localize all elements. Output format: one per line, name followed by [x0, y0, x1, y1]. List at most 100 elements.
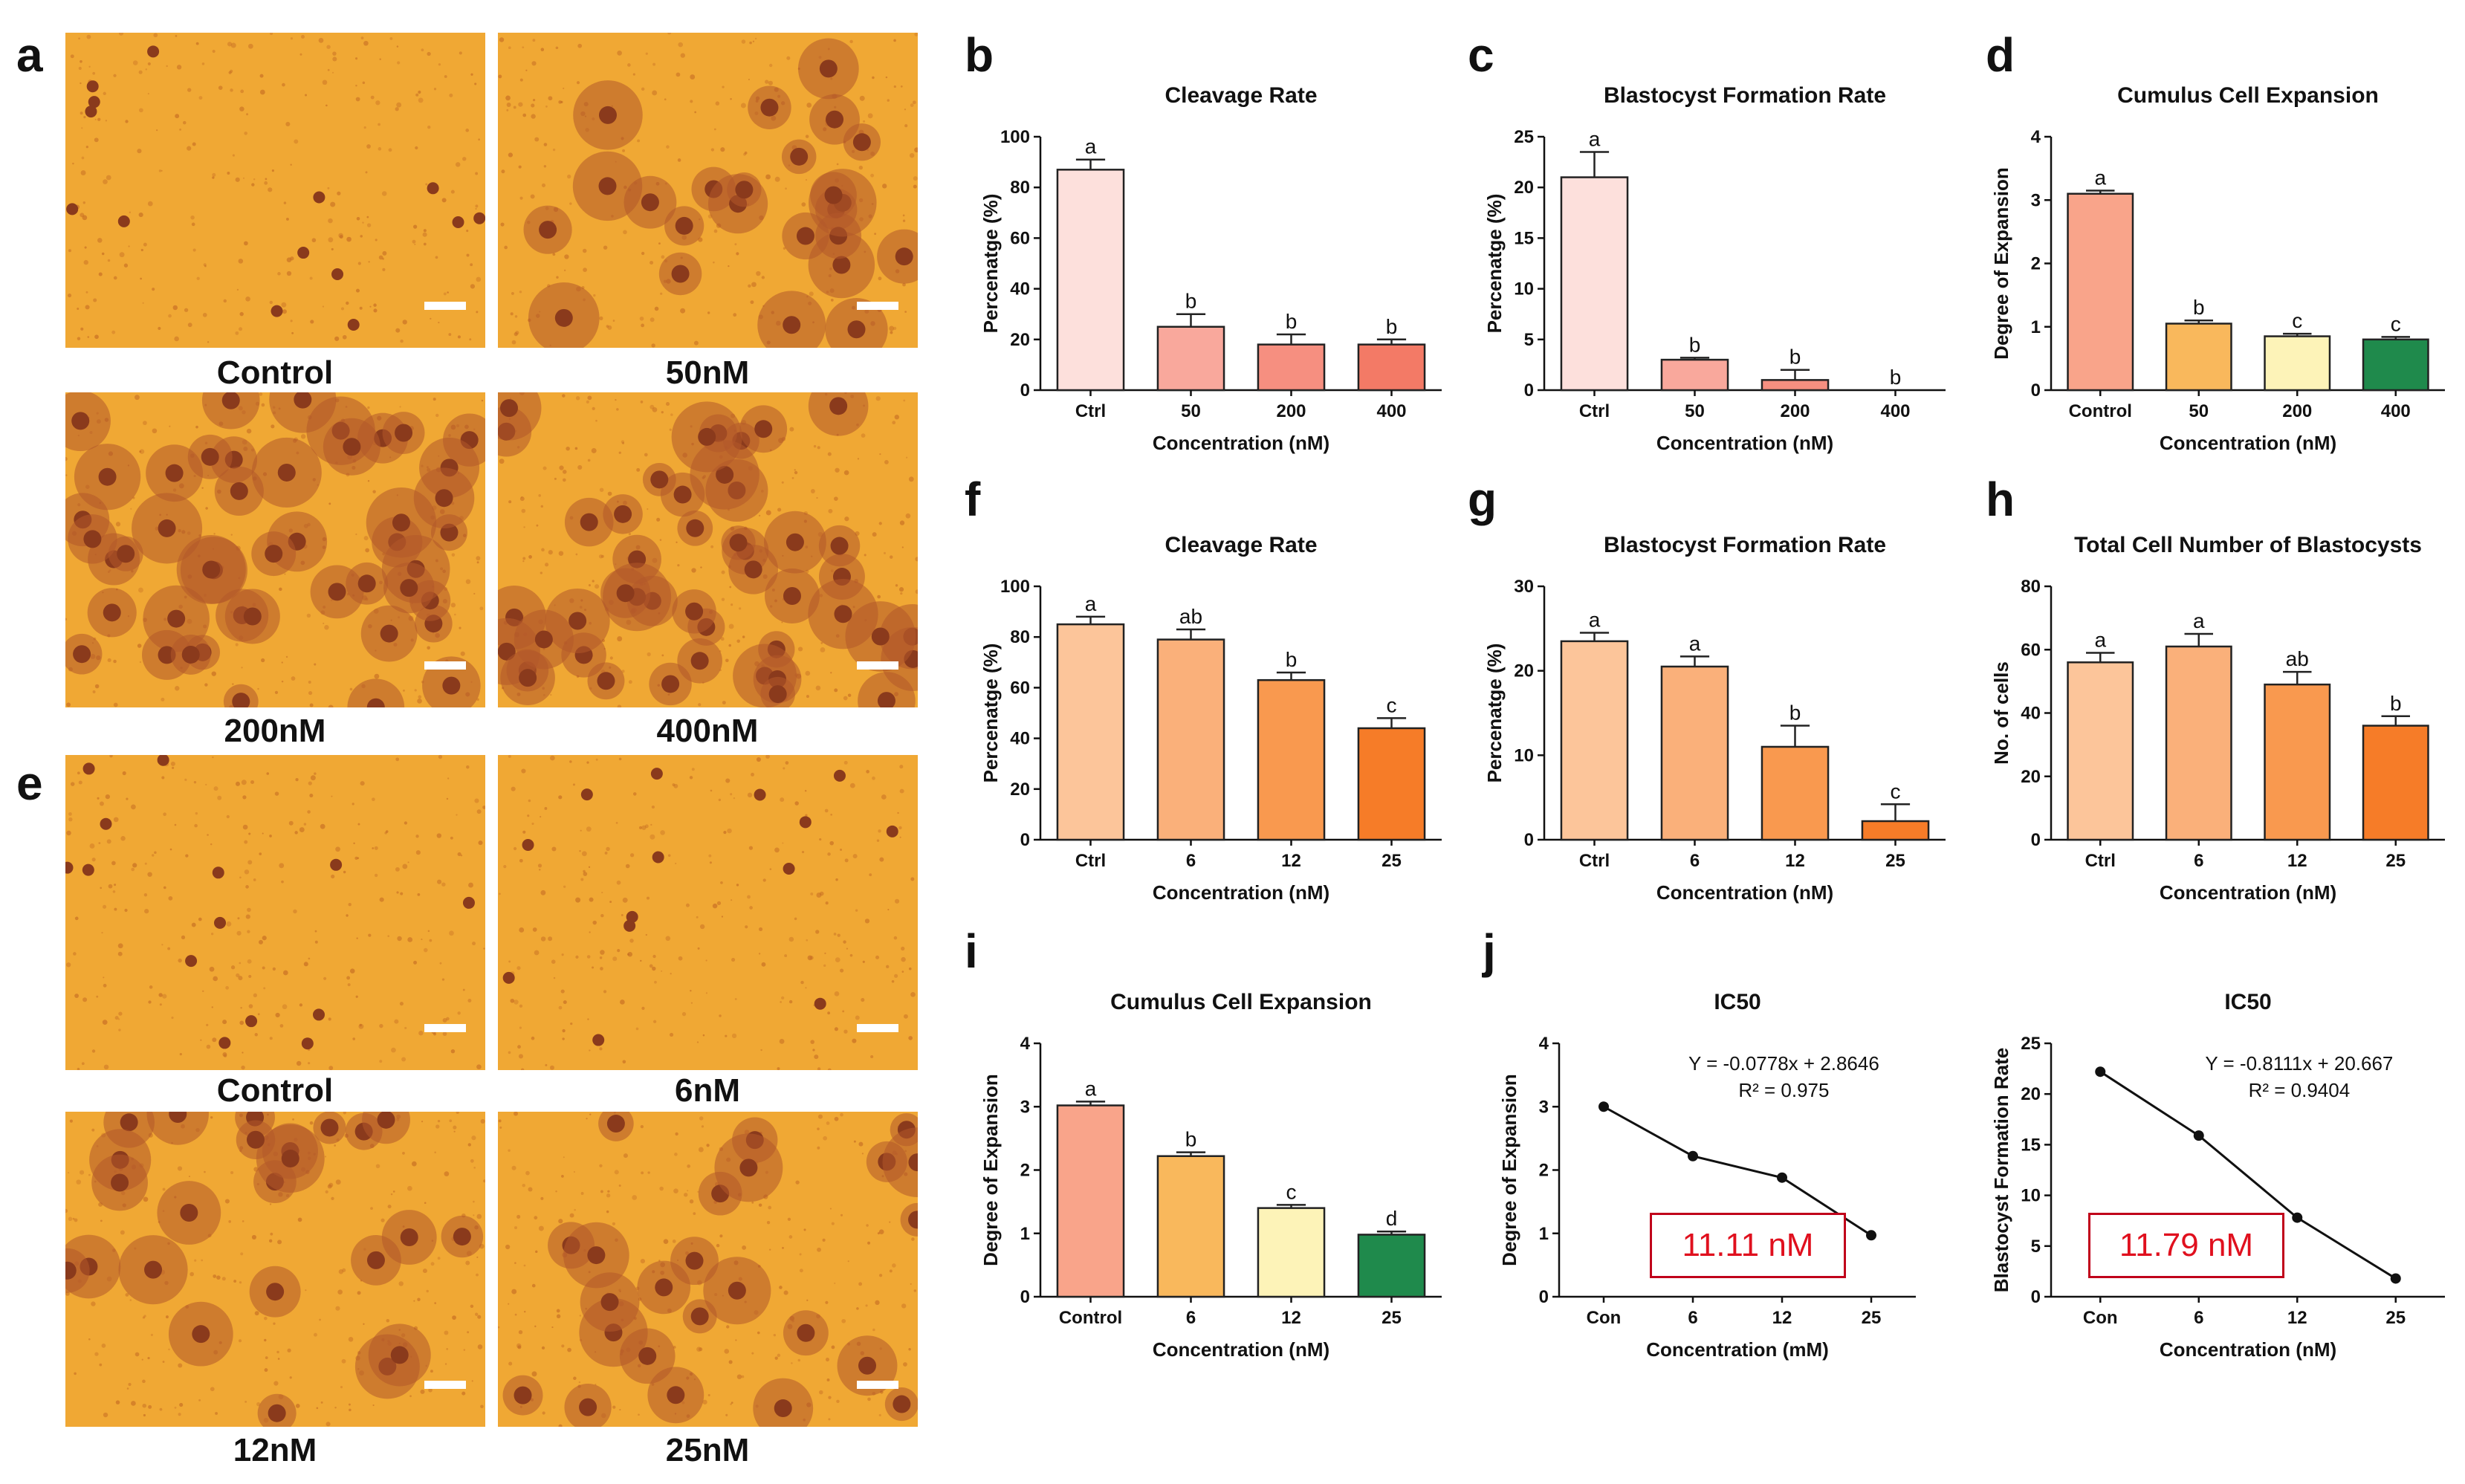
micrograph-speck [774, 1356, 778, 1360]
micrograph-speck [140, 248, 143, 252]
micrograph-speck [438, 321, 440, 324]
micrograph-speck [83, 259, 88, 265]
micrograph-speck [437, 1119, 441, 1123]
micrograph-speck [462, 157, 467, 161]
micrograph-speck [195, 425, 198, 429]
micrograph-speck [239, 1020, 244, 1025]
micrograph-oocyte [829, 397, 848, 415]
micrograph-speck [391, 1047, 396, 1053]
micrograph-speck [387, 935, 390, 938]
micrograph-speck [615, 398, 617, 401]
micrograph-speck [904, 124, 908, 128]
micrograph-speck [338, 233, 343, 239]
micrograph-speck [722, 701, 726, 705]
micrograph-speck [119, 252, 125, 258]
micrograph-speck [690, 1002, 693, 1004]
micrograph-speck [117, 951, 123, 956]
micrograph-speck [785, 187, 787, 190]
micrograph-label: 200nM [224, 713, 326, 749]
significance-label: a [1589, 127, 1601, 150]
micrograph-oocyte [598, 106, 617, 124]
micrograph-speck [139, 449, 145, 454]
micrograph-speck [334, 336, 340, 341]
micrograph-speck [525, 1170, 530, 1176]
micrograph-speck [899, 520, 905, 525]
micrograph-speck [162, 1187, 166, 1191]
y-tick-label: 1 [1020, 1224, 1030, 1244]
micrograph-speck [291, 331, 294, 334]
micrograph-speck [640, 401, 644, 404]
scale-bar [424, 1024, 466, 1032]
micrograph-speck [269, 1203, 272, 1205]
micrograph-speck [81, 156, 85, 160]
bar [1257, 343, 1326, 392]
micrograph-speck [627, 63, 631, 67]
micrograph-speck [417, 1297, 421, 1301]
micrograph-speck [674, 1153, 678, 1156]
micrograph-speck [758, 514, 761, 517]
micrograph-speck [271, 169, 274, 172]
y-tick-label: 60 [1010, 678, 1030, 698]
micrograph-speck [235, 331, 239, 335]
micrograph-speck [449, 93, 453, 97]
micrograph-speck [212, 1037, 217, 1043]
micrograph-speck [334, 1406, 337, 1409]
micrograph-speck [159, 1407, 163, 1411]
micrograph-speck [555, 46, 559, 50]
micrograph-oocyte [180, 1204, 198, 1222]
significance-label: b [1689, 333, 1701, 356]
micrograph-speck [356, 937, 358, 939]
micrograph-speck [521, 508, 526, 513]
micrograph-speck [899, 836, 901, 838]
micrograph-speck [424, 947, 428, 953]
micrograph-speck [469, 338, 472, 341]
micrograph-oocyte [650, 470, 669, 489]
micrograph-speck [386, 1318, 390, 1323]
micrograph-speck [316, 1407, 319, 1410]
micrograph-speck [715, 101, 720, 106]
micrograph-speck [878, 522, 882, 525]
micrograph-speck [522, 46, 525, 49]
micrograph-speck [622, 441, 625, 444]
micrograph-speck [517, 1045, 521, 1049]
x-tick-label: 12 [1281, 1308, 1301, 1328]
micrograph-speck [108, 884, 113, 889]
micrograph-speck [589, 1049, 591, 1052]
micrograph-speck [466, 765, 470, 769]
micrograph-speck [198, 1399, 201, 1402]
micrograph-oocyte [232, 693, 250, 707]
micrograph-speck [289, 1376, 292, 1379]
micrograph-speck [426, 1289, 429, 1293]
scale-bar [424, 302, 466, 310]
micrograph-oocyte [297, 247, 310, 259]
micrograph-speck [236, 930, 242, 936]
micrograph-speck [879, 453, 881, 456]
micrograph-speck [196, 276, 200, 280]
micrograph-speck [388, 148, 392, 152]
y-tick-label: 100 [1000, 577, 1030, 597]
micrograph-speck [439, 962, 442, 965]
micrograph-speck [97, 238, 103, 243]
micrograph-speck [467, 1331, 470, 1334]
micrograph-speck [325, 1422, 331, 1427]
bar [1156, 325, 1225, 392]
micrograph-speck [144, 862, 147, 865]
micrograph-speck [622, 1060, 626, 1064]
significance-label: a [1085, 592, 1097, 615]
micrograph-image [498, 33, 918, 348]
significance-label: c [2391, 312, 2401, 335]
micrograph-oocyte [268, 1404, 286, 1422]
micrograph-speck [475, 172, 479, 175]
micrograph-oocyte [650, 768, 663, 780]
scale-bar [424, 1381, 466, 1389]
micrograph-speck [372, 1404, 375, 1407]
micrograph-speck [456, 1112, 459, 1115]
micrograph-speck [161, 169, 163, 172]
micrograph-speck [354, 856, 358, 860]
y-tick-label: 0 [2031, 830, 2041, 850]
micrograph-speck [427, 126, 431, 129]
micrograph-speck [893, 326, 897, 330]
micrograph-oocyte [103, 603, 121, 622]
micrograph-speck [274, 690, 279, 695]
micrograph-speck [213, 533, 216, 535]
